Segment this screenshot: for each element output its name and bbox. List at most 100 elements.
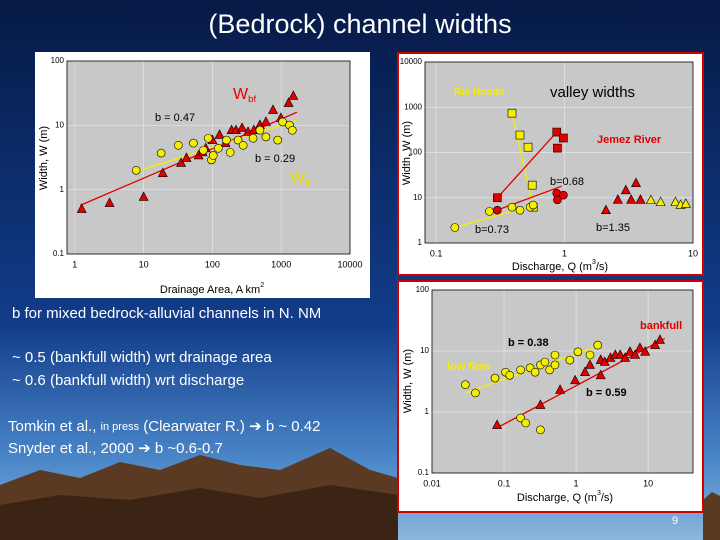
x-tick-label: 10 (688, 248, 698, 258)
data-point (189, 138, 198, 148)
data-point (76, 203, 87, 213)
data-point (655, 196, 666, 206)
data-point (283, 97, 294, 107)
x-tick-label: 10 (139, 259, 149, 269)
slide-title: (Bedrock) channel widths (208, 9, 511, 39)
text-part: b for mixed bedrock-alluvial channels in… (12, 305, 321, 322)
y-tick-label: 10 (55, 120, 64, 129)
y-tick-label: 0.1 (418, 468, 430, 477)
data-point (268, 104, 279, 114)
data-point (505, 370, 515, 380)
data-point (261, 132, 271, 142)
data-point (634, 342, 645, 352)
y-tick-label: 10 (420, 346, 429, 355)
data-point (620, 352, 631, 362)
data-point (490, 373, 500, 383)
x-tick-label: 1 (72, 259, 77, 269)
foothills (0, 485, 398, 540)
y-tick-label: 100 (409, 148, 423, 157)
annotation: low flow (447, 361, 491, 373)
data-point (248, 133, 258, 143)
page-number: 9 (672, 515, 678, 527)
axis-label-part: Discharge, Q (m (512, 261, 592, 273)
annotation: b = 0.38 (508, 337, 549, 349)
y-axis-label: Width, W (m) (38, 126, 50, 190)
text-line: b for mixed bedrock-alluvial channels in… (12, 305, 321, 322)
x-tick-label: 0.1 (430, 248, 443, 258)
data-point (199, 145, 208, 155)
data-point (545, 365, 554, 375)
chart: 1 10 100 1000 10000 0.1 1 10 100 Drainage Area, A… (35, 52, 370, 298)
annotation: Jemez River (597, 134, 662, 146)
x-tick-label: 100 (205, 259, 220, 269)
data-point (214, 129, 225, 139)
data-point (203, 133, 213, 143)
text-part: (Clearwater R.) (139, 418, 249, 435)
annotation: valley widths (550, 84, 635, 101)
data-point (550, 350, 560, 360)
annotation: b=1.35 (596, 222, 630, 234)
data-point (612, 194, 623, 204)
y-tick-label: 0.1 (53, 249, 65, 258)
chart: 0.1 1 10 1 10 100 1000 10000 Discharge, Q (m3/s)… (397, 52, 704, 276)
y-tick-label: 100 (51, 56, 65, 65)
axis-label-part: /s) (601, 492, 613, 504)
text-part: ➔ (138, 440, 151, 457)
mountains-right (703, 492, 720, 540)
annotation-text: b=1.35 (596, 222, 630, 234)
data-point (515, 130, 525, 140)
data-point (640, 346, 651, 356)
data-point (174, 140, 183, 150)
x-tick-label: 0.01 (423, 478, 441, 488)
x-tick-label: 1 (574, 478, 579, 488)
annotation-text: low flow (447, 361, 491, 373)
text-part: b ~0.6-0.7 (151, 440, 223, 457)
data-point (507, 202, 517, 212)
data-point (553, 143, 562, 153)
fit-line (496, 131, 558, 199)
x-tick-label: 1000 (271, 259, 291, 269)
data-point (493, 205, 502, 215)
data-point (530, 367, 540, 377)
data-point (492, 419, 503, 429)
data-point (536, 425, 545, 435)
text-line: Tomkin et al., in press (Clearwater R.) … (8, 418, 321, 435)
plot-frame (66, 60, 351, 255)
y-tick-label: 1 (418, 238, 423, 247)
y-tick-label: 100 (416, 285, 430, 294)
data-point (680, 198, 691, 208)
data-point (631, 177, 641, 187)
data-point (565, 355, 575, 365)
data-point (515, 205, 525, 215)
data-point (222, 135, 231, 145)
annotation-text: W (290, 170, 306, 187)
data-point (552, 127, 562, 137)
annotation-text: W (233, 86, 249, 103)
data-point (630, 349, 641, 359)
annotation-text: b = 0.29 (255, 153, 295, 165)
x-axis-label: Discharge, Q (m3/s) (512, 259, 608, 273)
text-part: ~ 0.6 (bankfull width) wrt discharge (12, 372, 244, 389)
data-point (650, 339, 661, 349)
data-point (645, 194, 656, 205)
data-point (233, 135, 243, 145)
data-point (624, 346, 635, 356)
data-point (593, 340, 603, 350)
annotation: bankfull (640, 320, 682, 332)
x-tick-label: 0.1 (498, 478, 511, 488)
annotation: b = 0.29 (255, 153, 295, 165)
plot-frame (424, 61, 694, 244)
data-point (225, 148, 235, 157)
annotation: Rio Hondo (454, 87, 505, 98)
annotation-text: Jemez River (597, 134, 662, 146)
x-axis-label: Drainage Area, A km2 (160, 282, 264, 296)
data-point (176, 157, 187, 167)
data-point (214, 143, 223, 153)
text-part: Tomkin et al., (8, 418, 101, 435)
axis-label-part: 3 (592, 259, 596, 266)
text-part: b ~ 0.42 (262, 418, 321, 435)
data-point (181, 152, 192, 162)
plot-area (432, 290, 693, 473)
